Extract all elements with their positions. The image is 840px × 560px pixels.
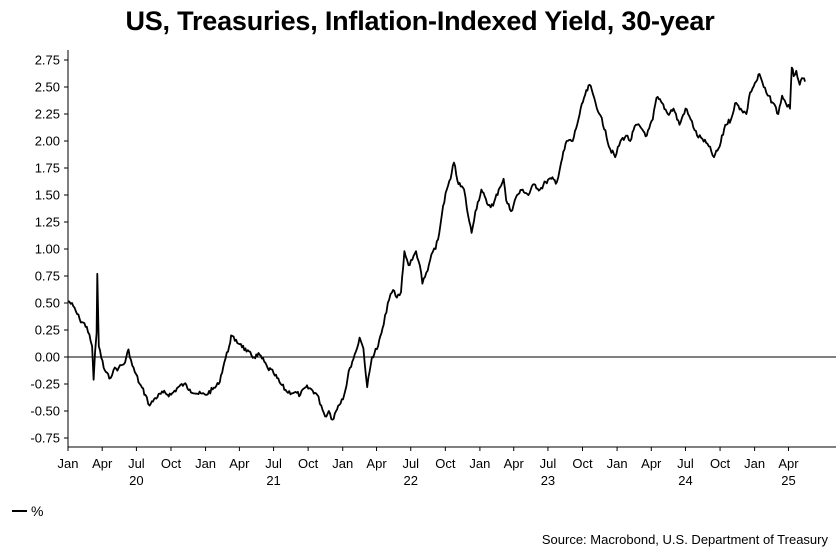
source-note: Source: Macrobond, U.S. Department of Tr… xyxy=(541,532,828,547)
x-tick-label: Jan xyxy=(58,456,79,471)
x-year-label: 25 xyxy=(781,473,795,488)
y-tick-label: 1.75 xyxy=(35,161,60,176)
plot-area xyxy=(67,66,806,421)
x-tick-label: Oct xyxy=(572,456,593,471)
x-tick-label: Oct xyxy=(298,456,319,471)
x-year-label: 21 xyxy=(266,473,280,488)
x-tick-label: Apr xyxy=(504,456,525,471)
x-tick-label: Jul xyxy=(540,456,557,471)
x-year-label: 23 xyxy=(541,473,555,488)
axes: 2.75 2.50 2.25 2.00 1.75 1.50 1.25 1.00 0.75 0.50… xyxy=(30,50,836,488)
x-tick-label: Oct xyxy=(161,456,182,471)
legend: % xyxy=(12,503,43,519)
y-tick-label: 0.00 xyxy=(35,350,60,365)
legend-label: % xyxy=(31,503,44,519)
x-tick-label: Apr xyxy=(92,456,113,471)
x-tick-label: Oct xyxy=(435,456,456,471)
legend-line-swatch xyxy=(12,510,27,512)
y-tick-label: 0.50 xyxy=(35,296,60,311)
y-tick-label: 0.75 xyxy=(35,269,60,284)
y-tick-label: 2.75 xyxy=(35,53,60,68)
x-tick-label: Apr xyxy=(229,456,250,471)
y-tick-label: 2.00 xyxy=(35,134,60,149)
x-tick-label: Jul xyxy=(677,456,694,471)
x-tick-label: Jan xyxy=(469,456,490,471)
series-line xyxy=(67,66,806,421)
y-tick-label: 1.25 xyxy=(35,215,60,230)
y-tick-label: -0.75 xyxy=(30,431,60,446)
x-year-label: 20 xyxy=(129,473,143,488)
x-tick-label: Jan xyxy=(607,456,628,471)
chart-title: US, Treasuries, Inflation-Indexed Yield,… xyxy=(125,6,715,36)
x-tick-label: Jul xyxy=(402,456,419,471)
y-tick-label: 2.50 xyxy=(35,80,60,95)
x-tick-label: Jan xyxy=(332,456,353,471)
x-tick-label: Oct xyxy=(710,456,731,471)
x-tick-label: Jul xyxy=(128,456,145,471)
x-tick-label: Apr xyxy=(366,456,387,471)
x-tick-label: Jan xyxy=(195,456,216,471)
y-tick-label: -0.25 xyxy=(30,377,60,392)
x-year-label: 22 xyxy=(404,473,418,488)
y-tick-label: 1.50 xyxy=(35,188,60,203)
x-tick-label: Apr xyxy=(641,456,662,471)
x-tick-label: Jan xyxy=(744,456,765,471)
y-tick-label: 1.00 xyxy=(35,242,60,257)
y-tick-label: 0.25 xyxy=(35,323,60,338)
x-tick-label: Apr xyxy=(778,456,799,471)
x-tick-label: Jul xyxy=(265,456,282,471)
y-tick-label: 2.25 xyxy=(35,107,60,122)
x-year-label: 24 xyxy=(678,473,692,488)
y-tick-label: -0.50 xyxy=(30,404,60,419)
